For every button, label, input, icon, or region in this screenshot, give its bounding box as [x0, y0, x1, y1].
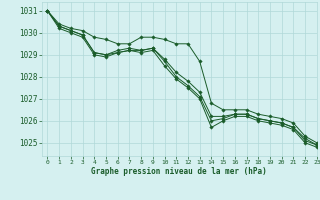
X-axis label: Graphe pression niveau de la mer (hPa): Graphe pression niveau de la mer (hPa) [91, 167, 267, 176]
